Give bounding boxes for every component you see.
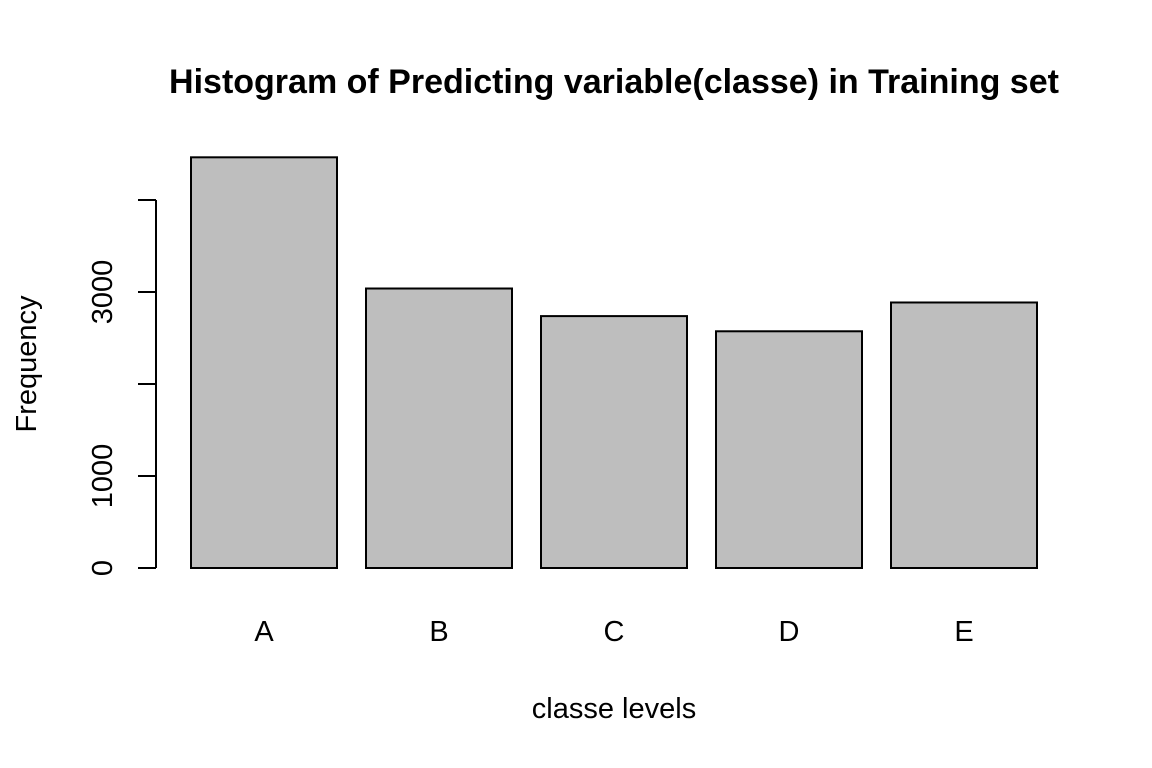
x-axis-label: classe levels [532, 693, 696, 725]
x-tick-label: E [954, 616, 973, 648]
x-tick-label: D [779, 616, 800, 648]
x-tick-label: C [604, 616, 625, 648]
bar-b [365, 287, 513, 569]
bar-a [190, 156, 338, 569]
y-axis-label: Frequency [11, 295, 43, 433]
y-axis: 0 1000 3000 [87, 199, 157, 576]
x-tick-label: A [254, 616, 274, 648]
chart-title: Histogram of Predicting variable(classe)… [169, 63, 1059, 101]
y-tick-label: 1000 [87, 444, 119, 509]
bar-c [540, 315, 688, 569]
bars [190, 156, 1038, 569]
bar-d [715, 330, 863, 569]
y-tick-label: 3000 [87, 260, 119, 325]
bar-e [890, 301, 1038, 569]
x-tick-label: B [429, 616, 448, 648]
x-tick-labels: A B C D E [254, 616, 973, 648]
y-tick-label: 0 [87, 560, 119, 576]
